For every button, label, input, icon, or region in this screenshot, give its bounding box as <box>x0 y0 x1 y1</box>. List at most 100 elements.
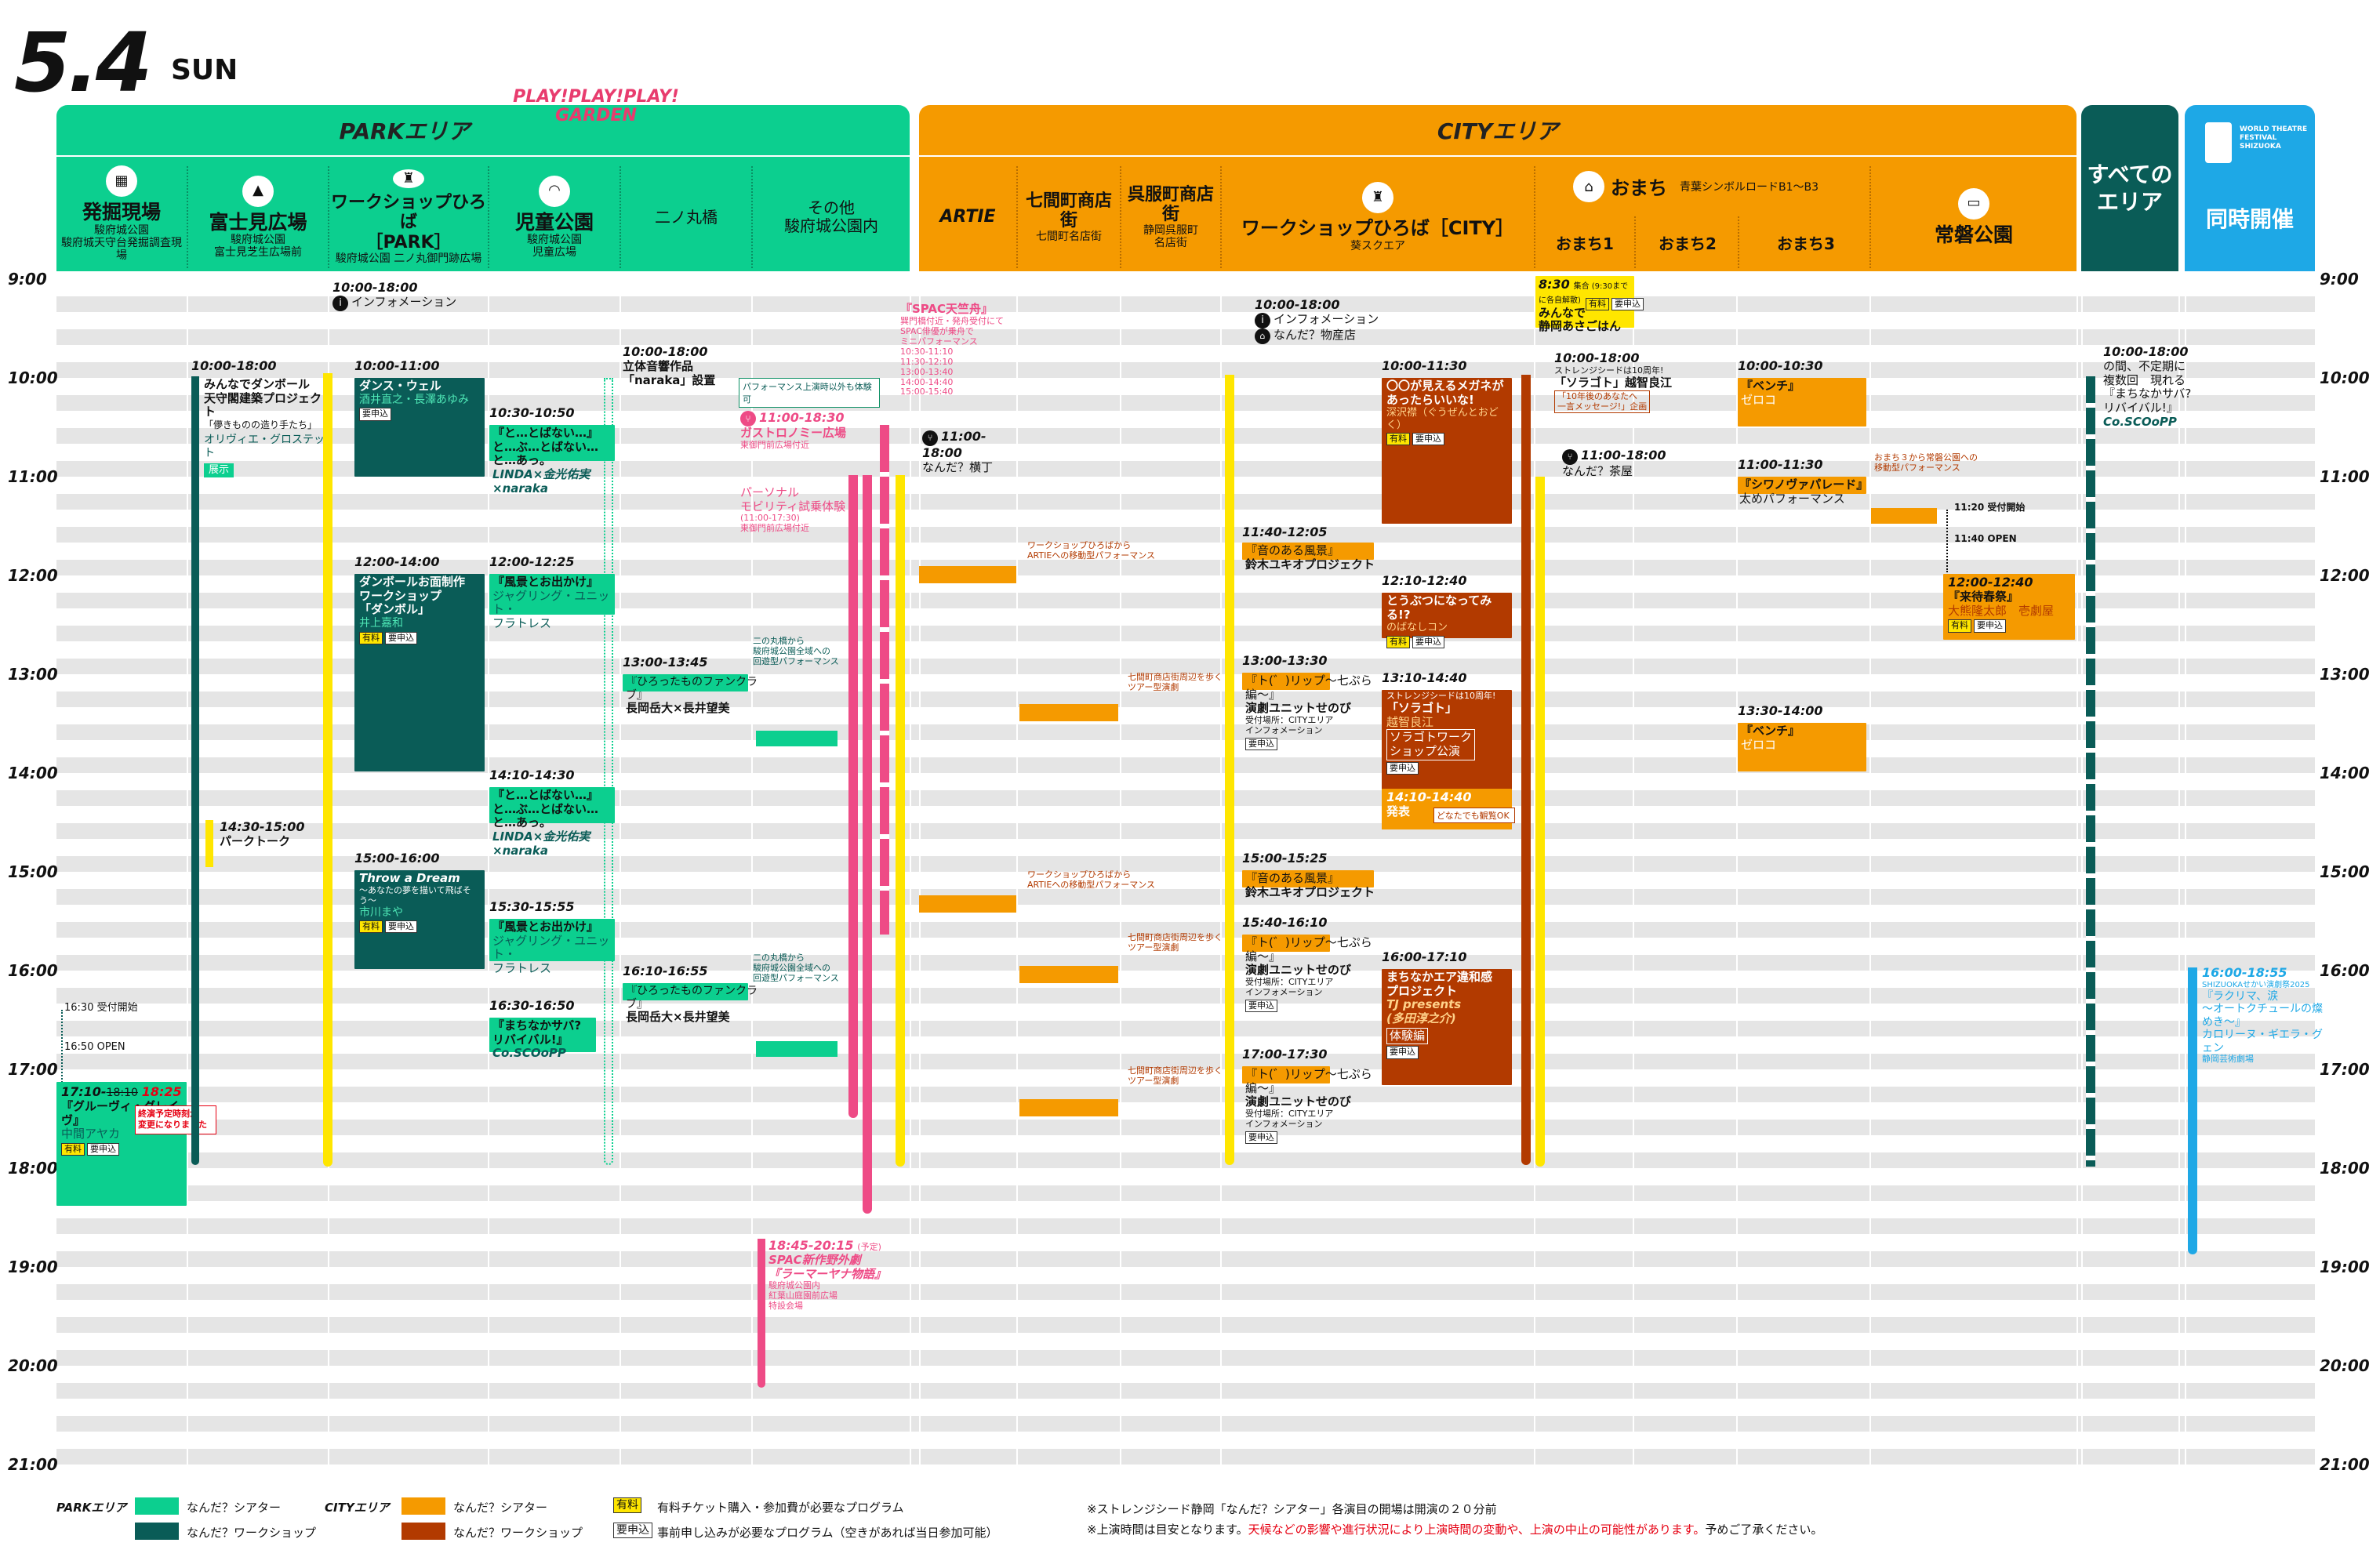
event-trip-1[interactable] <box>1242 673 1330 690</box>
col-fujimi-sub: 駿府城公園 富士見芝生広場前 <box>214 234 302 260</box>
event-megane[interactable]: 〇〇が見えるメガネが あったらいいな! 深沢襟（ぐうぜんとおどく） 有料 要申込 <box>1382 378 1512 524</box>
reg-tag: 要申込 <box>1611 298 1644 311</box>
time-change-note: 終演予定時刻が 変更になりました <box>135 1105 216 1134</box>
event-time: 12:10-12:40 <box>1382 574 1467 588</box>
event-park-talk[interactable]: 14:30-15:00 パークトーク <box>220 820 329 849</box>
event-location: 東御門前広場付近 <box>740 439 809 450</box>
event-sabai-all[interactable]: 10:00-18:00 の間、不定期に 複数回 現れる 『まちなかサバ? リバイ… <box>2103 345 2221 429</box>
event-fukei-1[interactable] <box>489 574 615 615</box>
event-trip-2[interactable] <box>1242 935 1330 952</box>
mountain-icon: ▲ <box>242 175 274 207</box>
park-bench-icon: ▭ <box>1958 187 1989 220</box>
event-time: 10:00-18:00 <box>623 345 708 359</box>
event-hirotta-1[interactable] <box>623 674 748 691</box>
grid-band <box>56 691 2315 707</box>
event-tobanai-1[interactable] <box>489 425 615 461</box>
grid-band <box>56 1383 2315 1399</box>
hour-label: 20:00 <box>8 1356 58 1375</box>
artie-block-1[interactable] <box>919 566 1016 583</box>
event-lacrima[interactable]: 16:00-18:55 SHIZUOKAせかい演劇祭2025 『ラクリマ、涙 〜… <box>2202 966 2327 1065</box>
sabai-1-time: 16:30-16:50 <box>489 999 620 1014</box>
city-columns-bg <box>919 157 2077 271</box>
event-title: ダンボールお面制作 ワークショップ 「ダンボル」 <box>359 575 466 617</box>
shichiken-block-2[interactable] <box>1019 966 1118 983</box>
event-oto-fukei-2[interactable] <box>1242 870 1374 887</box>
soragoto-ws-time: 13:10-14:40 <box>1382 671 1515 686</box>
hour-label: 20:00 <box>2320 1356 2369 1375</box>
event-parade[interactable] <box>1738 477 1866 494</box>
yokocho-bar <box>896 475 905 1167</box>
event-danboru-tenshu[interactable]: 10:00-18:00 <box>191 359 332 374</box>
event-asagohan[interactable]: 8:30 集合 (9:30までに各自解散) みんなで 静岡あさごはん <box>1535 276 1634 333</box>
event-time: 14:30-15:00 <box>220 820 305 834</box>
event-bench-2[interactable]: 『ベンチ』 ゼロコ <box>1738 723 1866 771</box>
event-location: 受付場所：CITYエリア インフォメーション <box>1245 977 1334 998</box>
column-separator <box>1016 279 1018 1465</box>
event-info-park[interactable]: 10:00-18:00 i インフォメーション <box>332 281 489 311</box>
col-shichiken: 七間町商店街 七間町名店街 <box>1016 166 1120 268</box>
event-time: 12:00-12:40 <box>1948 575 2033 590</box>
event-time: 15:00-15:25 <box>1242 851 1328 866</box>
column-separator <box>1869 279 1871 1465</box>
column-separator <box>620 279 621 1465</box>
event-fukei-2[interactable] <box>489 919 615 961</box>
event-trip-3[interactable] <box>1242 1066 1330 1083</box>
event-tobanai-2[interactable] <box>489 787 615 823</box>
event-sabai-revival[interactable] <box>489 1018 596 1052</box>
event-danbol-ws[interactable]: ダンボールお面制作 ワークショップ 「ダンボル」 井上嘉和 有料 要申込 <box>354 574 485 771</box>
event-oto-fukei-1[interactable] <box>1242 543 1374 560</box>
event-doubutsu[interactable]: とうぶつになってみる!? のばなしコン 有料 要申込 <box>1382 593 1512 648</box>
trip-2-time: 15:40-16:10 <box>1242 916 1375 931</box>
shichiken-block-3[interactable] <box>1019 1099 1118 1116</box>
column-separator <box>488 279 489 1465</box>
event-raitai-haru[interactable]: 12:00-12:40 『来待春祭』 大熊隆太郎 壱劇屋 有料 要申込 <box>1943 574 2075 640</box>
hour-label: 21:00 <box>2320 1455 2369 1474</box>
event-ramayana[interactable]: 18:45-20:15 (予定) SPAC新作野外劇 『ラーマーヤナ物語』 駿府… <box>768 1239 894 1312</box>
grid-band <box>56 790 2315 806</box>
event-time: 11:00-18:00 <box>1581 448 1666 463</box>
hour-label: 15:00 <box>8 862 58 881</box>
event-throw-a-dream[interactable]: Throw a Dream 〜あなたの夢を描いて飛ばそう〜 市川まや 有料 要申込 <box>354 870 485 969</box>
mobility-bar <box>848 475 858 1118</box>
shop-bag-icon: ⌂ <box>1255 328 1270 344</box>
legend-city: CITYエリア <box>325 1501 390 1515</box>
event-bench-1[interactable]: 『ベンチ』 ゼロコ <box>1738 378 1866 426</box>
event-spac-tenjiku[interactable]: 『SPAC天竺舟』 巽門橋付近・発舟受付にて SPAC俳優が乗舟で ミニパフォー… <box>900 303 1010 397</box>
event-naraka-install[interactable]: 10:00-18:00 立体音響作品 「naraka」設置 <box>623 345 756 387</box>
event-info-city[interactable]: 10:00-18:00 i インフォメーション ⌂ なんだ？物産店 <box>1255 298 1396 344</box>
hour-label: 9:00 <box>8 270 47 289</box>
event-mobility[interactable]: パーソナル モビリティ試乗体験 (11:00-17:30) 東御門前広場付近 <box>740 486 850 534</box>
col-sonota: その他 駿府城公園内 <box>751 166 910 268</box>
event-chaya[interactable]: ⑂ 11:00-18:00 なんだ？茶屋 <box>1562 448 1688 479</box>
col-gofuku-name: 呉服町商店街 <box>1127 184 1214 224</box>
event-time: 12:00-12:25 <box>489 555 575 569</box>
event-time: 13:00-13:45 <box>623 655 708 670</box>
move-perf-note-1: ワークショップひろばから ARTIEへの移動型パフォーマンス <box>1027 541 1156 561</box>
legend-city-theater: なんだ？シアター <box>453 1501 548 1515</box>
event-soragoto-message[interactable]: 10:00-18:00 ストレンジシードは10周年! 「ソラゴト」越智良江 「1… <box>1554 351 1703 414</box>
event-gastronomy[interactable]: ⑂ 11:00-18:30 ガストロノミー広場 東御門前広場付近 <box>740 411 881 451</box>
grid-band <box>56 659 2315 674</box>
shichiken-block-1[interactable] <box>1019 704 1118 721</box>
event-yokocho[interactable]: ⑂ 11:00-18:00 なんだ？横丁 <box>922 430 1016 475</box>
event-time: 10:00-11:00 <box>354 359 440 373</box>
col-ws-park-sub: 駿府城公園 二ノ丸御門跡広場 <box>335 252 482 265</box>
food-icon: ⑂ <box>740 411 756 426</box>
event-title: 『ベンチ』 <box>1741 379 1800 393</box>
exhibit-tag: 展示 <box>204 463 234 477</box>
legend-paid-desc: 有料チケット購入・参加費が必要なプログラム <box>657 1501 904 1515</box>
event-performer: 酒井直之・長澤あゆみ <box>359 393 469 406</box>
event-performer: 鈴木ユキオプロジェクト <box>1245 884 1375 899</box>
artie-block-2[interactable] <box>919 895 1016 913</box>
event-hirotta-2[interactable] <box>623 983 748 1000</box>
fukei-2-time: 15:30-15:55 <box>489 900 620 915</box>
event-performer: 井上嘉和 <box>359 617 403 630</box>
reg-tag: 要申込 <box>1245 1131 1277 1145</box>
event-time: 11:40-12:05 <box>1242 525 1328 539</box>
event-iwakan[interactable]: まちなかエア違和感 プロジェクト TJ presents (多田淳之介) 体験編… <box>1382 969 1512 1085</box>
throw-dream-time: 15:00-16:00 <box>354 851 485 866</box>
event-title: パーソナル モビリティ試乗体験 <box>740 486 846 514</box>
event-dance-well[interactable]: ダンス・ウェル 酒井直之・長澤あゆみ 要申込 <box>354 378 485 477</box>
reg-tag: 要申込 <box>1245 738 1277 751</box>
event-groovy-grave[interactable]: 17:10-18:10 18:25 『グルーヴィ・グレイヴ』 中間アヤカ 有料要… <box>56 1082 187 1206</box>
